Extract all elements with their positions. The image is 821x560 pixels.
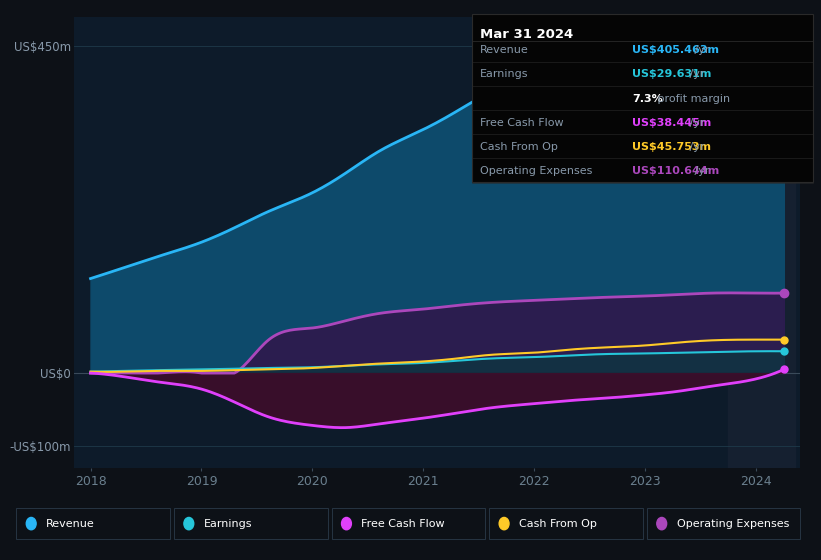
Text: Operating Expenses: Operating Expenses (480, 166, 593, 176)
Text: /yr: /yr (691, 166, 709, 176)
Text: US$110.644m: US$110.644m (632, 166, 719, 176)
Text: Cash From Op: Cash From Op (480, 142, 558, 152)
Text: Free Cash Flow: Free Cash Flow (361, 519, 445, 529)
Text: 7.3%: 7.3% (632, 94, 663, 104)
Text: Revenue: Revenue (480, 45, 529, 55)
Text: US$38.445m: US$38.445m (632, 118, 712, 128)
Text: US$29.631m: US$29.631m (632, 69, 712, 80)
Text: US$45.753m: US$45.753m (632, 142, 711, 152)
Text: /yr: /yr (686, 69, 704, 80)
Text: Mar 31 2024: Mar 31 2024 (480, 28, 574, 41)
Text: Operating Expenses: Operating Expenses (677, 519, 789, 529)
Text: Free Cash Flow: Free Cash Flow (480, 118, 564, 128)
Text: profit margin: profit margin (654, 94, 730, 104)
Text: Cash From Op: Cash From Op (519, 519, 597, 529)
Text: /yr: /yr (691, 45, 709, 55)
Text: Earnings: Earnings (480, 69, 529, 80)
Text: US$405.463m: US$405.463m (632, 45, 719, 55)
Bar (728, 17, 795, 468)
Text: /yr: /yr (686, 142, 704, 152)
Text: Earnings: Earnings (204, 519, 252, 529)
Text: /yr: /yr (686, 118, 704, 128)
Text: Revenue: Revenue (46, 519, 94, 529)
